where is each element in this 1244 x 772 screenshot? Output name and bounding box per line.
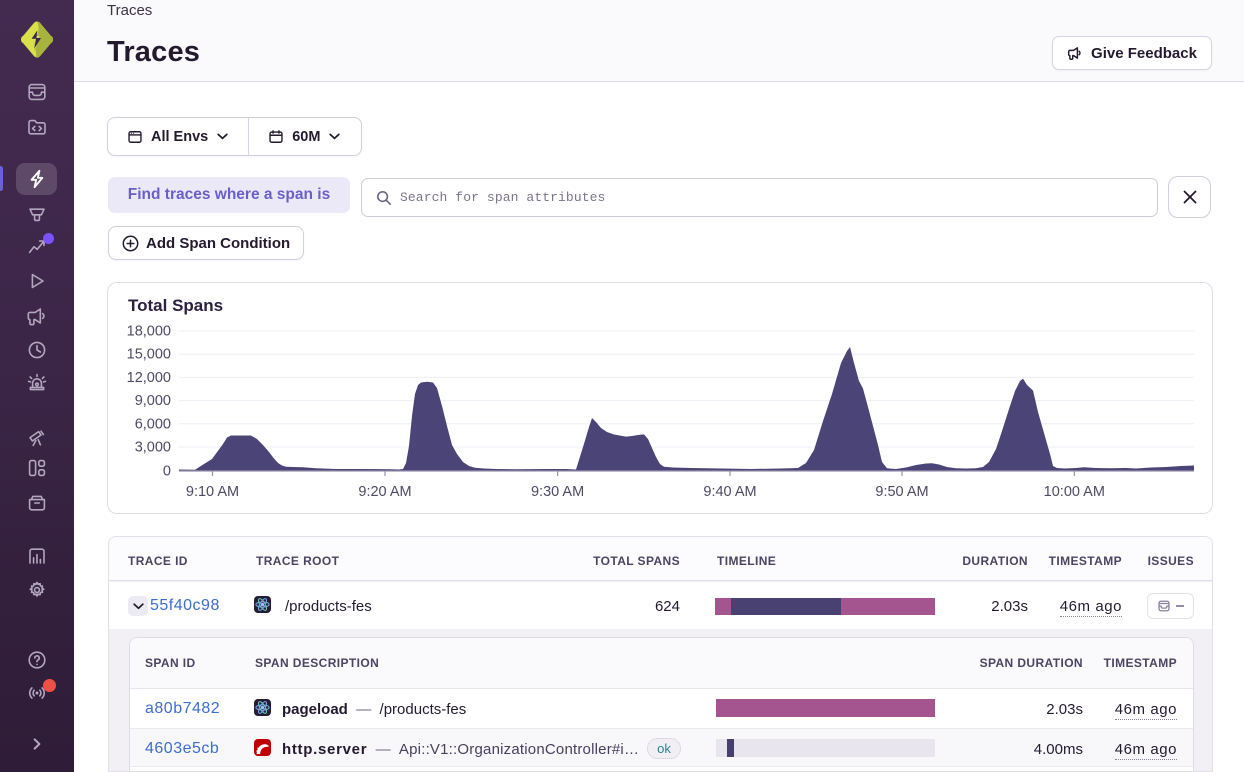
svg-text:12,000: 12,000 [127,370,171,386]
svg-text:18,000: 18,000 [127,324,171,340]
svg-text:3,000: 3,000 [135,440,171,456]
svg-text:10:00 AM: 10:00 AM [1044,484,1105,500]
svg-text:15,000: 15,000 [127,347,171,363]
svg-text:9:30 AM: 9:30 AM [531,484,584,500]
svg-text:6,000: 6,000 [135,416,171,432]
svg-text:9,000: 9,000 [135,393,171,409]
svg-text:9:10 AM: 9:10 AM [186,484,239,500]
svg-text:9:50 AM: 9:50 AM [875,484,928,500]
svg-text:9:20 AM: 9:20 AM [358,484,411,500]
svg-text:9:40 AM: 9:40 AM [703,484,756,500]
svg-text:0: 0 [163,464,171,480]
